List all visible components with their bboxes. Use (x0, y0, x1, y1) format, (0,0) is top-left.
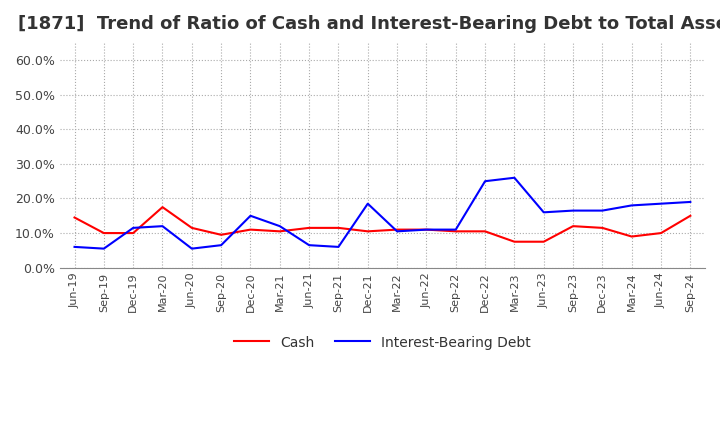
Interest-Bearing Debt (539, 210, 548, 215)
Cash (71, 215, 79, 220)
Interest-Bearing Debt (99, 246, 108, 251)
Cash (364, 229, 372, 234)
Interest-Bearing Debt (686, 199, 695, 205)
Cash (686, 213, 695, 218)
Cash (627, 234, 636, 239)
Cash (393, 227, 402, 232)
Interest-Bearing Debt (246, 213, 255, 218)
Interest-Bearing Debt (305, 242, 313, 248)
Cash (187, 225, 196, 231)
Title: [1871]  Trend of Ratio of Cash and Interest-Bearing Debt to Total Assets: [1871] Trend of Ratio of Cash and Intere… (18, 15, 720, 33)
Interest-Bearing Debt (657, 201, 665, 206)
Interest-Bearing Debt (510, 175, 518, 180)
Legend: Cash, Interest-Bearing Debt: Cash, Interest-Bearing Debt (229, 330, 536, 355)
Interest-Bearing Debt (129, 225, 138, 231)
Cash (99, 231, 108, 236)
Cash (217, 232, 225, 238)
Interest-Bearing Debt (451, 227, 460, 232)
Interest-Bearing Debt (276, 224, 284, 229)
Interest-Bearing Debt (481, 179, 490, 184)
Interest-Bearing Debt (334, 244, 343, 249)
Cash (305, 225, 313, 231)
Cash (246, 227, 255, 232)
Interest-Bearing Debt (187, 246, 196, 251)
Interest-Bearing Debt (158, 224, 167, 229)
Cash (129, 231, 138, 236)
Interest-Bearing Debt (569, 208, 577, 213)
Cash (569, 224, 577, 229)
Cash (657, 231, 665, 236)
Cash (539, 239, 548, 244)
Interest-Bearing Debt (217, 242, 225, 248)
Cash (481, 229, 490, 234)
Line: Cash: Cash (75, 207, 690, 242)
Cash (598, 225, 607, 231)
Interest-Bearing Debt (627, 203, 636, 208)
Line: Interest-Bearing Debt: Interest-Bearing Debt (75, 178, 690, 249)
Cash (422, 227, 431, 232)
Cash (510, 239, 518, 244)
Interest-Bearing Debt (422, 227, 431, 232)
Interest-Bearing Debt (364, 201, 372, 206)
Cash (451, 229, 460, 234)
Cash (158, 205, 167, 210)
Interest-Bearing Debt (393, 229, 402, 234)
Interest-Bearing Debt (598, 208, 607, 213)
Cash (334, 225, 343, 231)
Cash (276, 229, 284, 234)
Interest-Bearing Debt (71, 244, 79, 249)
